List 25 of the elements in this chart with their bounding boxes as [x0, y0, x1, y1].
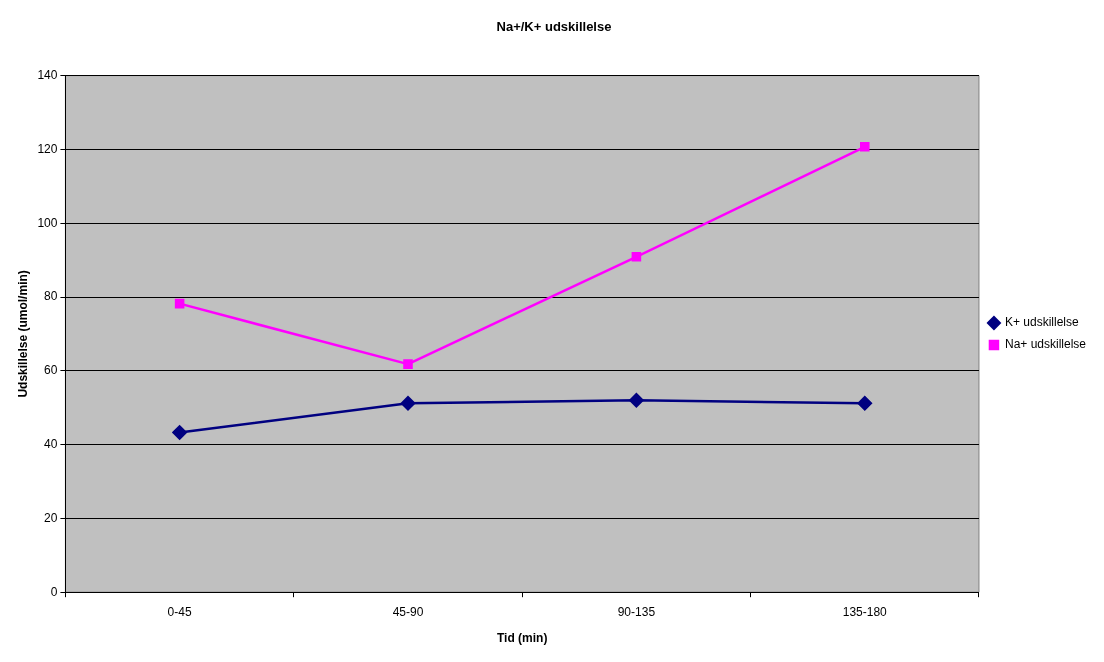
y-tick-label: 140	[37, 67, 58, 82]
legend-label: K+ udskillelse	[1004, 315, 1079, 330]
x-tick-label: 0-45	[167, 604, 192, 619]
point	[403, 359, 413, 369]
legend-label: Na+ udskillelse	[1004, 337, 1087, 352]
y-tick-label: 40	[44, 436, 58, 451]
y-tick-label: 80	[44, 289, 58, 304]
point	[859, 142, 870, 152]
x-axis-title: Tid (min)	[496, 631, 548, 646]
chart-title: Na+/K+ udskillelse	[496, 19, 612, 35]
y-tick-label: 0	[50, 584, 58, 599]
point	[631, 251, 642, 262]
y-axis-title: Udskillelse (umol/min)	[15, 270, 30, 398]
point	[172, 425, 187, 440]
y-tick-label: 20	[44, 510, 58, 525]
y-tick-label: 60	[44, 363, 58, 378]
point	[400, 396, 416, 411]
point	[857, 396, 873, 411]
x-tick-label: 135-180	[842, 604, 888, 619]
point	[629, 393, 644, 408]
point	[174, 298, 185, 309]
x-tick-label: 45-90	[392, 604, 424, 619]
y-tick-label: 120	[37, 141, 58, 156]
x-tick-label: 90-135	[617, 604, 656, 619]
y-tick-label: 100	[37, 215, 58, 230]
